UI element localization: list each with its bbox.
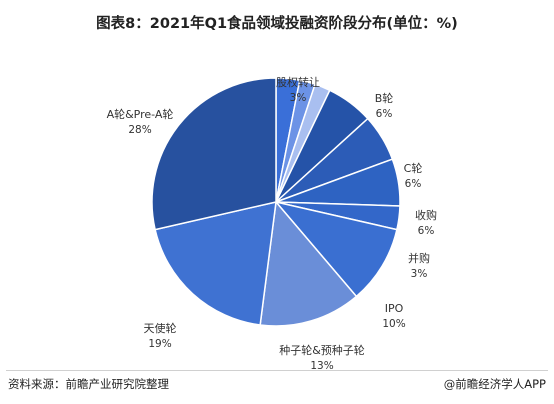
slice-value-收购: 6% bbox=[418, 225, 435, 237]
slice-label-种子轮-预种子轮: 种子轮&预种子轮 bbox=[279, 343, 365, 357]
pie-slice-ipo bbox=[273, 200, 398, 298]
slice-value-a轮-pre-a轮: 28% bbox=[128, 124, 151, 136]
pie-chart: 股权转让 3% B轮 6% C轮 6% 收购 6% 并购 3% IPO 10% 种子轮&预种子轮 13% 天… bbox=[107, 75, 437, 370]
chart-title: 图表8：2021年Q1食品领域投融资阶段分布(单位：%) bbox=[96, 16, 458, 32]
slice-value-种子轮-预种子轮: 13% bbox=[310, 360, 333, 370]
slice-label-a轮-pre-a轮: A轮&Pre-A轮 bbox=[107, 107, 174, 121]
slice-label-股权转让: 股权转让 bbox=[276, 75, 320, 89]
slice-value-ipo: 10% bbox=[382, 318, 405, 330]
slice-value-c轮: 6% bbox=[405, 178, 422, 190]
slice-label-收购: 收购 bbox=[415, 208, 437, 222]
slice-label-b轮: B轮 bbox=[375, 91, 394, 105]
slice-label-ipo: IPO bbox=[385, 302, 404, 315]
brand-credit: @前瞻经济学人APP bbox=[443, 377, 546, 391]
source-note: 资料来源：前瞻产业研究院整理 bbox=[8, 377, 169, 391]
slice-value-股权转让: 3% bbox=[290, 92, 307, 104]
slice-value-b轮: 6% bbox=[376, 108, 393, 120]
pie-slice-种子轮-预种子轮 bbox=[259, 200, 358, 327]
slice-label-天使轮: 天使轮 bbox=[144, 321, 177, 335]
footer-divider bbox=[6, 370, 548, 371]
pie-slice-a轮-pre-a轮 bbox=[151, 77, 277, 231]
slice-label-并购: 并购 bbox=[408, 251, 430, 265]
slice-value-天使轮: 19% bbox=[148, 338, 171, 350]
slice-value-并购: 3% bbox=[411, 268, 428, 280]
slice-label-c轮: C轮 bbox=[404, 161, 423, 175]
pie-slice-天使轮 bbox=[154, 201, 277, 326]
